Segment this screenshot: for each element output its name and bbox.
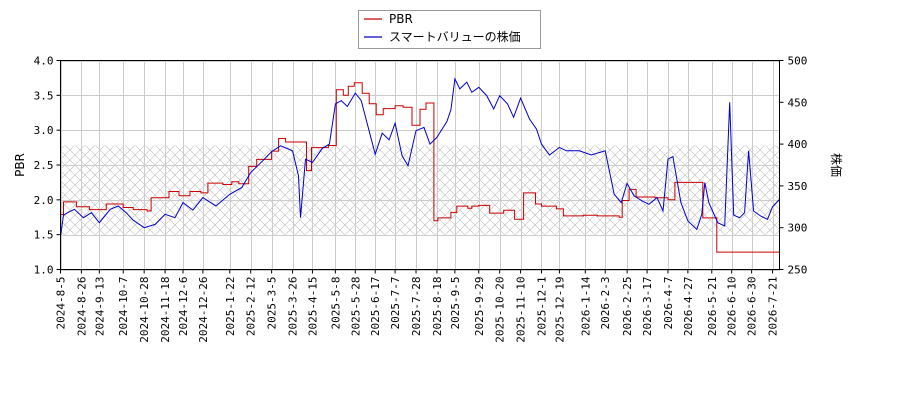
x-tick-label: 2026-4-7 [662, 277, 675, 330]
x-tick-label: 2025-11-10 [515, 277, 528, 343]
legend-label-price: スマートバリューの株価 [389, 29, 521, 44]
x-tick-label: 2026-5-21 [706, 277, 719, 337]
left-tick-label: 3.0 [34, 124, 54, 137]
left-tick-label: 2.0 [34, 194, 54, 207]
right-tick-label: 400 [788, 138, 808, 151]
x-tick-label: 2025-3-26 [287, 277, 300, 337]
x-tick-label: 2026-6-10 [726, 277, 739, 337]
x-tick-label: 2025-12-19 [553, 277, 566, 343]
left-tick-label: 4.0 [34, 55, 54, 68]
series-line-stock-price [60, 77, 780, 237]
x-tick-label: 2026-4-27 [682, 277, 695, 337]
left-tick-label: 1.5 [34, 229, 54, 242]
x-tick-label: 2026-2-25 [621, 277, 634, 337]
left-tick-label: 3.5 [34, 89, 54, 102]
x-tick-label: 2025-6-17 [369, 277, 382, 337]
right-tick-label: 500 [788, 55, 808, 68]
x-tick-label: 2025-10-20 [494, 277, 507, 343]
legend: PBR スマートバリューの株価 [358, 10, 541, 49]
x-tick-label: 2024-8-5 [55, 277, 68, 330]
x-tick-label: 2026-2-3 [599, 277, 612, 330]
x-tick-label: 2025-7-7 [389, 277, 402, 330]
left-tick-label: 1.0 [34, 264, 54, 277]
x-tick-label: 2025-5-28 [349, 277, 362, 337]
left-tick-label: 2.5 [34, 159, 54, 172]
reference-band-area [60, 145, 780, 235]
right-tick-label: 450 [788, 96, 808, 109]
x-tick-label: 2024-9-13 [93, 277, 106, 337]
right-tick-label: 350 [788, 180, 808, 193]
grid [60, 60, 780, 271]
right-tick-label: 300 [788, 222, 808, 235]
x-tick-label: 2025-12-1 [536, 277, 549, 337]
x-tick-label: 2024-12-26 [197, 277, 210, 343]
x-tick-label: 2024-10-7 [117, 277, 130, 337]
x-tick-label: 2025-4-15 [306, 277, 319, 337]
x-axis-ticks: 2024-8-5 2024-8-26 2024-9-13 2024-10-7 2024-… [55, 269, 780, 343]
x-tick-label: 2025-1-22 [224, 277, 237, 337]
x-tick-label: 2025-9-29 [473, 277, 486, 337]
x-tick-label: 2025-2-12 [245, 277, 258, 337]
x-tick-label: 2025-3-5 [266, 277, 279, 330]
x-tick-label: 2026-6-30 [746, 277, 759, 337]
series [60, 77, 780, 253]
y-right-axis-title: 株価 [829, 153, 844, 177]
x-tick-label: 2025-5-8 [329, 277, 342, 330]
x-tick-label: 2024-11-18 [159, 277, 172, 343]
x-tick-label: 2024-12-6 [177, 277, 190, 337]
x-tick-label: 2025-7-28 [410, 277, 423, 337]
legend-box [358, 10, 541, 49]
x-tick-label: 2026-3-17 [641, 277, 654, 337]
y-left-axis-title: PBR [13, 153, 27, 177]
x-tick-label: 2026-7-21 [767, 277, 780, 337]
x-tick-label: 2026-1-14 [579, 276, 592, 336]
x-tick-label: 2024-10-28 [138, 277, 151, 343]
x-tick-label: 2025-8-18 [431, 277, 444, 337]
reference-band [60, 145, 780, 235]
right-axis-ticks: 250 300 350 400 450 500 [779, 55, 808, 277]
x-tick-label: 2025-9-5 [449, 277, 462, 330]
right-tick-label: 250 [788, 264, 808, 277]
left-axis-ticks: 1.0 1.5 2.0 2.5 3.0 3.5 4.0 [34, 55, 61, 277]
x-tick-label: 2024-8-26 [75, 277, 88, 337]
series-line-pbr [60, 82, 780, 253]
legend-label-pbr: PBR [389, 12, 413, 26]
